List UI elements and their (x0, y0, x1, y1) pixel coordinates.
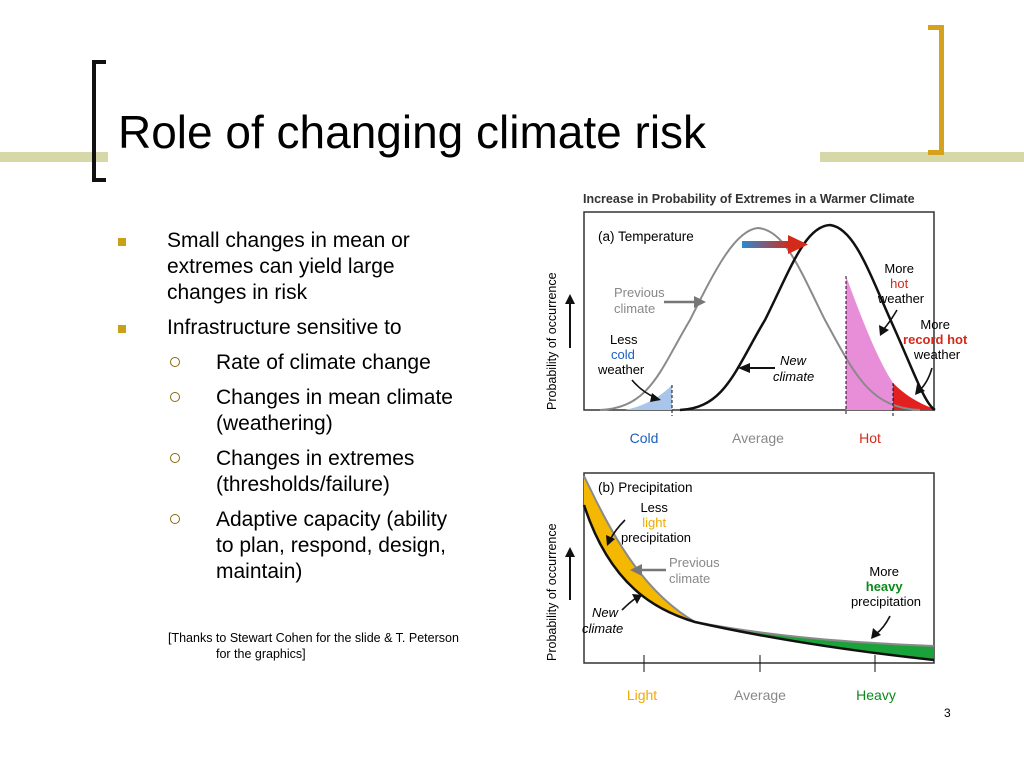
panel-a-frame (583, 211, 935, 411)
y-axis-arrowhead-b (565, 547, 575, 557)
light-precip-fill (584, 476, 695, 622)
circle-bullet-icon (170, 357, 180, 367)
previous-climate-curve (599, 226, 921, 411)
sub-bullet-text: (thresholds/failure) (216, 473, 390, 496)
previous-climate-label-b: Previous climate (669, 555, 723, 586)
previous-climate-label: Previous climate (614, 285, 668, 316)
sub-bullet-extremes: Changes in extremes (thresholds/failure) (118, 446, 518, 498)
new-climate-curve-b (582, 504, 935, 662)
slide-title: Role of changing climate risk (118, 106, 707, 158)
new-climate-label-b: New climate (582, 605, 623, 636)
new-climate-curve (679, 223, 936, 412)
more-heavy-arrow (875, 615, 891, 635)
more-record-hot-label: More record hot weather (903, 317, 971, 362)
panel-b-label: (b) Precipitation (598, 480, 693, 495)
sub-bullet-adaptive: Adaptive capacity (ability to plan, resp… (118, 507, 518, 585)
axis-label-heavy: Heavy (856, 687, 896, 703)
new-climate-label: New climate (773, 353, 814, 384)
bullet-text: changes in risk (167, 281, 308, 304)
bullet-text: extremes can yield large (167, 255, 395, 278)
panel-b-frame (583, 472, 935, 664)
warming-shift-arrow (742, 241, 790, 248)
previous-arrowhead (694, 296, 706, 308)
less-light-label: Less light precipitation (621, 500, 691, 545)
previous-arrowhead-b (630, 564, 642, 576)
y-axis-arrowhead-a (565, 294, 575, 304)
circle-bullet-icon (170, 392, 180, 402)
credits-note: [Thanks to Stewart Cohen for the slide &… (168, 630, 508, 662)
title-accent-bar-right (820, 152, 1024, 162)
warming-arrowhead (788, 235, 808, 254)
square-bullet-icon (118, 238, 126, 246)
panel-b-precipitation: (b) Precipitation Less light precipitati… (545, 472, 935, 703)
more-heavy-label: More heavy precipitation (851, 564, 921, 609)
more-hot-label: More hot weather (877, 261, 925, 306)
more-record-hot-arrowhead (915, 384, 925, 395)
axis-label-average: Average (732, 430, 784, 446)
title-accent-bar-left (0, 152, 108, 162)
bullet-text: Small changes in mean or (167, 229, 410, 252)
sub-bullet-text: (weathering) (216, 412, 333, 435)
sub-bullet-text: to plan, respond, design, (216, 534, 446, 557)
right-bracket-decoration (928, 25, 944, 155)
circle-bullet-icon (170, 453, 180, 463)
heavy-precip-fill (695, 622, 934, 660)
previous-climate-curve-b (583, 475, 935, 647)
more-hot-arrowhead (879, 325, 889, 336)
credits-line-2: for the graphics] (216, 647, 306, 661)
less-light-arrowhead (606, 535, 615, 546)
sub-bullet-text: Changes in mean climate (216, 386, 453, 409)
sub-bullet-text: Rate of climate change (216, 351, 431, 374)
figure-title: Increase in Probability of Extremes in a… (583, 192, 915, 206)
less-cold-label: Less cold weather (597, 332, 645, 377)
new-climate-arrow-b (621, 597, 637, 611)
cold-tail-fill (625, 385, 672, 410)
axis-label-cold: Cold (630, 430, 659, 446)
page-number: 3 (944, 706, 951, 720)
sub-bullet-text: maintain) (216, 560, 303, 583)
sub-bullet-text: Adaptive capacity (ability (216, 508, 448, 531)
record-hot-tail-fill (893, 383, 932, 410)
panel-a-temperature: (a) Temperature Previous climate New cli… (545, 211, 971, 446)
sub-bullet-mean: Changes in mean climate (weathering) (118, 385, 518, 437)
y-axis-label-b: Probability of occurrence (545, 523, 559, 661)
sub-bullet-rate: Rate of climate change (118, 350, 518, 376)
more-heavy-arrowhead (871, 628, 881, 639)
sub-bullet-text: Changes in extremes (216, 447, 415, 470)
bullet-list: Small changes in mean or extremes can yi… (118, 228, 518, 594)
bullet-text: Infrastructure sensitive to (167, 316, 402, 339)
bullet-item-infrastructure: Infrastructure sensitive to (118, 315, 518, 341)
credits-line-1: [Thanks to Stewart Cohen for the slide &… (168, 631, 459, 645)
panel-a-label: (a) Temperature (598, 229, 694, 244)
circle-bullet-icon (170, 514, 180, 524)
y-axis-label-a: Probability of occurrence (545, 272, 559, 410)
left-bracket-decoration (92, 60, 106, 182)
bullet-item-small-changes: Small changes in mean or extremes can yi… (118, 228, 518, 306)
new-climate-arrowhead (738, 363, 750, 373)
axis-label-average-b: Average (734, 687, 786, 703)
axis-label-hot: Hot (859, 430, 881, 446)
less-cold-arrowhead (650, 393, 661, 402)
new-climate-arrowhead-b (632, 594, 642, 604)
square-bullet-icon (118, 325, 126, 333)
more-record-hot-arrow (919, 367, 933, 391)
axis-label-light: Light (627, 687, 657, 703)
